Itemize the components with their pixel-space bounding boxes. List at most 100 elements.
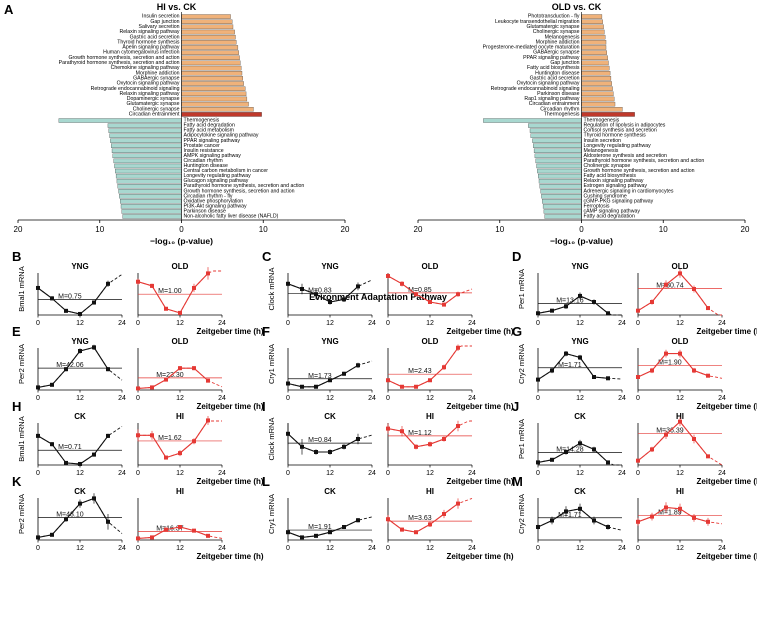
down-bar [530, 133, 582, 138]
down-bar [529, 128, 582, 133]
x-tick-label: 12 [426, 395, 434, 402]
down-bar-label: Parkinson disease [184, 208, 227, 214]
down-bar [119, 194, 182, 199]
down-bar [535, 158, 582, 164]
x-tick-label: 24 [118, 320, 126, 327]
data-point [442, 365, 446, 370]
figure-title: Evironment Adaptation Pathway [309, 292, 447, 302]
down-bar-label: cGMP-PKG signaling pathway [584, 198, 654, 204]
up-bar [181, 60, 241, 66]
x-tick-label: 12 [326, 395, 334, 402]
panel-label-A: A [4, 2, 14, 17]
mesor-label: M=0.83 [308, 287, 332, 294]
down-bar [536, 163, 582, 169]
subplot-title: OLD [672, 337, 689, 346]
up-bar [581, 76, 612, 81]
data-point [64, 460, 68, 465]
data-point [442, 437, 446, 441]
down-bar [537, 168, 582, 174]
data-point [356, 363, 360, 368]
series-line [387, 425, 459, 448]
down-bar-label: Thyroid hormone synthesis [584, 133, 647, 139]
data-point [564, 509, 568, 514]
mesor-label: M=42.06 [56, 362, 84, 369]
series-line [37, 346, 109, 388]
series-line [37, 435, 109, 465]
x-axis-label: Zeitgeber time (h) [446, 552, 513, 561]
up-bar-label: Morphine addiction [136, 70, 180, 76]
x-tick-label: 12 [576, 470, 584, 477]
y-axis-label: Per1 mRNA [517, 269, 526, 309]
data-point [414, 444, 418, 449]
mesor-label: M=13.16 [556, 298, 584, 305]
data-point [356, 284, 360, 289]
up-bar-label: Gastric acid secretion [130, 34, 180, 40]
up-bar [181, 91, 247, 97]
subplot-title: CK [74, 487, 86, 496]
mesor-label: M=0.75 [58, 293, 82, 300]
data-point [386, 517, 390, 522]
data-point [206, 418, 210, 423]
up-bar-label: Rap1 signaling pathway [524, 96, 579, 102]
data-point [178, 451, 182, 456]
up-bar [581, 24, 604, 30]
data-point [136, 386, 140, 391]
data-point [706, 454, 710, 459]
down-bar [483, 118, 582, 123]
x-tick-label: 0 [36, 545, 40, 552]
data-point [414, 530, 418, 535]
up-bar [581, 112, 635, 117]
data-point [428, 442, 432, 447]
data-point [400, 527, 404, 532]
data-point [192, 439, 196, 444]
down-bar-label: Insulin resistance [184, 148, 224, 154]
x-tick-label: 12 [576, 320, 584, 327]
up-bar-label: Relaxin signaling pathway [120, 91, 180, 97]
x-tick-label: 0 [286, 545, 290, 552]
down-bar-label: Estrogen signaling pathway [584, 183, 648, 189]
x-tick-label: 24 [618, 545, 626, 552]
data-point [564, 304, 568, 309]
data-point [150, 433, 154, 438]
down-bar-label: Central carbon metabolism in cancer [184, 168, 269, 174]
data-point [386, 426, 390, 431]
down-bar [538, 173, 582, 179]
data-point [164, 527, 168, 532]
down-bar-label: Non-alcoholic fatty liver disease (NAFLD… [184, 214, 279, 220]
mesor-label: M=0.85 [408, 287, 432, 294]
series-line [637, 506, 709, 523]
y-axis-label: Per2 mRNA [17, 344, 26, 384]
up-bar [181, 19, 233, 24]
mesor-label: M=23.30 [156, 372, 184, 379]
data-point [36, 285, 40, 290]
y-axis-label: Clock mRNA [267, 418, 276, 461]
x-tick-label: 24 [218, 320, 226, 327]
subplot-title: HI [676, 412, 684, 421]
data-point [106, 519, 110, 524]
panel-label-C: C [262, 249, 272, 264]
down-bar-label: AMPK signaling pathway [184, 153, 242, 159]
x-tick-label: 10 [659, 225, 668, 234]
panel-label-K: K [12, 474, 22, 489]
down-bar [108, 128, 182, 133]
panel-label-M: M [512, 474, 523, 489]
data-point [178, 310, 182, 315]
x-tick-label: 0 [386, 320, 390, 327]
data-point [592, 375, 596, 379]
x-tick-label: 12 [76, 320, 84, 327]
down-bar [115, 173, 182, 179]
y-axis-label: Cry2 mRNA [517, 344, 526, 384]
down-bar-label: Longevity regulating pathway [184, 173, 252, 179]
series-line [137, 526, 209, 539]
data-point [678, 271, 682, 276]
data-point [106, 281, 110, 286]
series-line [287, 433, 359, 453]
mesor-label: M=1.90 [658, 359, 682, 366]
data-point [314, 533, 318, 538]
subplot-title: OLD [672, 262, 689, 271]
up-bar-label: PPAR signaling pathway [523, 55, 580, 61]
subplot-title: CK [574, 487, 586, 496]
y-axis-label: Bmal1 mRNA [17, 416, 26, 461]
mesor-label: M=1.73 [308, 373, 332, 380]
data-point [286, 530, 290, 535]
